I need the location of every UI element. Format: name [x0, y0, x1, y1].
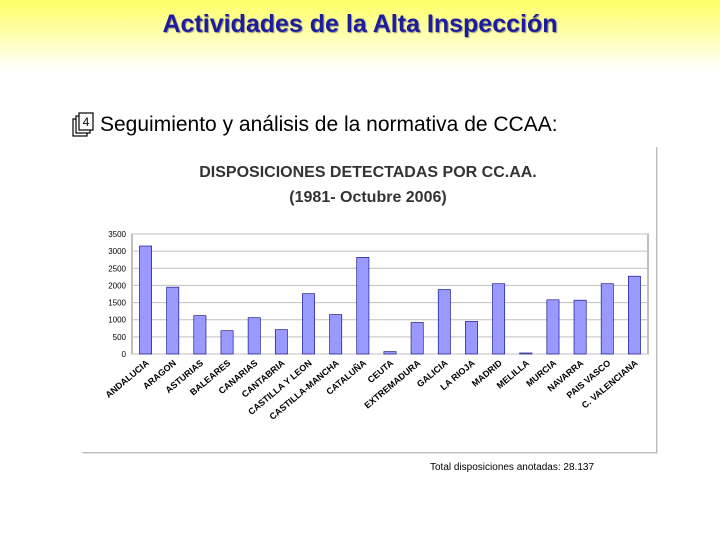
- x-tick-label: ANDALUCIA: [103, 358, 151, 400]
- bar: [383, 351, 397, 355]
- bar: [628, 275, 641, 355]
- y-tick-label: 2500: [108, 264, 126, 273]
- bar: [274, 329, 288, 355]
- bar: [573, 299, 587, 355]
- bar: [329, 314, 343, 355]
- plot-frame: [131, 233, 649, 355]
- y-tick-label: 3500: [108, 230, 126, 239]
- chart-title-line1: DISPOSICIONES DETECTADAS POR CC.AA.: [199, 164, 537, 181]
- y-tick-label: 500: [113, 333, 127, 342]
- y-tick-label: 0: [122, 350, 127, 359]
- bar: [220, 330, 234, 355]
- y-tick-label: 1500: [108, 299, 126, 308]
- svg-text:4: 4: [83, 115, 90, 129]
- bar: [546, 299, 560, 355]
- numbered-list-icon: 4: [72, 112, 94, 137]
- bar: [437, 289, 451, 355]
- y-tick-label: 1000: [108, 316, 126, 325]
- bar: [139, 245, 152, 355]
- bar: [519, 352, 533, 355]
- y-tick-label: 3000: [108, 247, 126, 256]
- bar: [302, 293, 315, 355]
- bar: [600, 283, 614, 355]
- total-note: Total disposiciones anotadas: 28.137: [430, 462, 595, 473]
- bar: [193, 315, 207, 355]
- y-tick-label: 2000: [108, 281, 126, 290]
- bar: [492, 283, 506, 355]
- bullet-text: Seguimiento y análisis de la normativa d…: [100, 113, 558, 136]
- bar-chart: DISPOSICIONES DETECTADAS POR CC.AA. (198…: [103, 164, 649, 422]
- bar: [410, 322, 424, 355]
- bar: [356, 257, 370, 355]
- chart-title-line2: (1981- Octubre 2006): [289, 189, 446, 206]
- slide-title: Actividades de la Alta Inspección: [162, 10, 558, 38]
- bar: [166, 286, 180, 355]
- header-band: [0, 0, 720, 70]
- bullet-item: 4 Seguimiento y análisis de la normativa…: [70, 110, 558, 140]
- bar: [247, 317, 261, 355]
- bar: [465, 321, 478, 355]
